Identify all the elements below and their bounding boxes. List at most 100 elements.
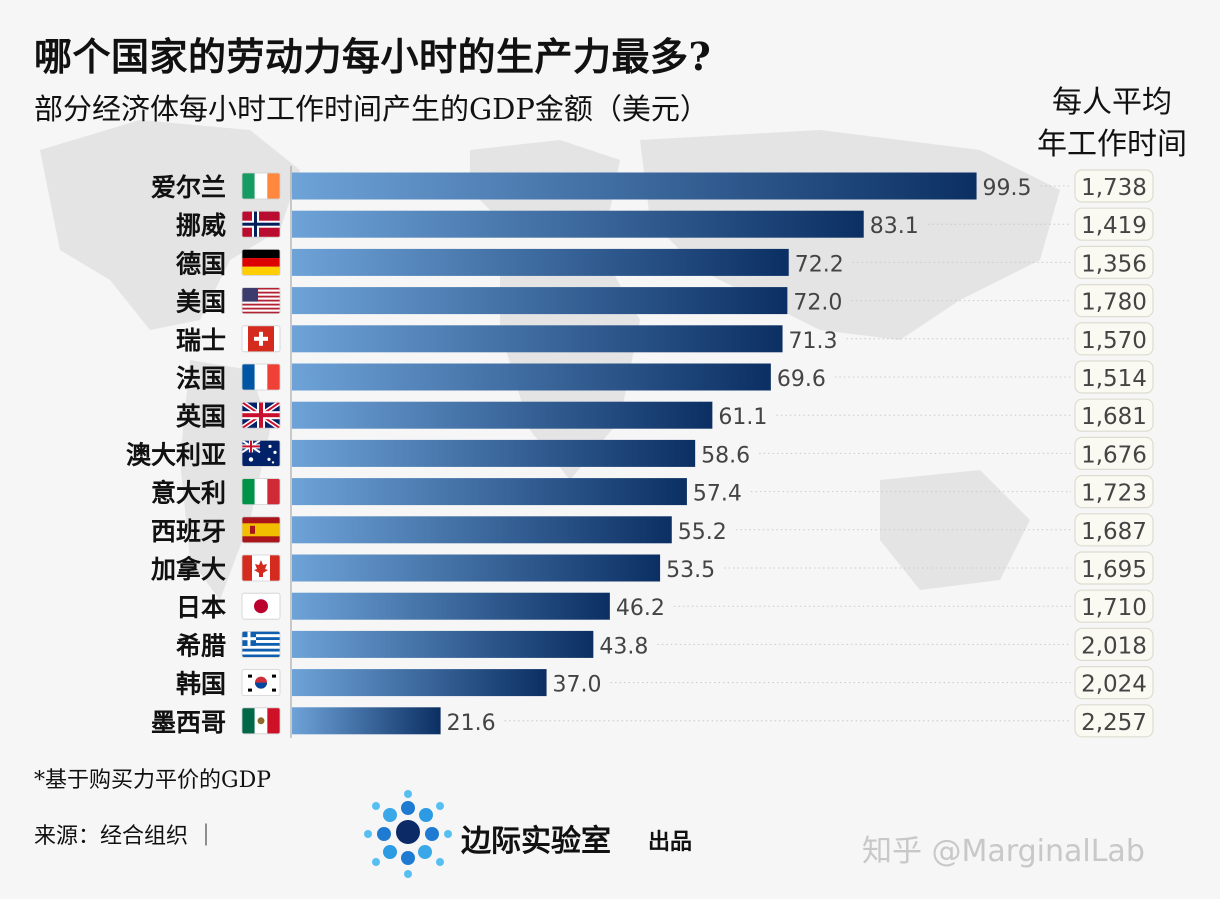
chart-row: 挪威 83.1 1,419 [176,207,1154,241]
hours-label: 1,780 [1081,290,1147,316]
bar [292,592,610,620]
watermark: 知乎 @MarginalLab [862,834,1145,869]
brand-logo-icon [364,790,452,878]
chart-row: 美国 72.0 1,780 [176,284,1154,318]
hours-label: 2,024 [1081,672,1147,698]
footnote: *基于购买力平价的GDP [34,768,272,793]
ireland-flag-icon [242,173,280,199]
bar [292,401,713,429]
brand-suffix: 出品 [648,830,693,855]
switzerland-flag-icon [242,325,280,352]
bar [292,669,547,697]
bar [292,707,441,735]
hours-badge [1074,704,1154,738]
chart-row: 德国 72.2 1,356 [176,245,1154,279]
value-label: 21.6 [447,711,496,736]
uk-flag-icon [242,402,280,429]
hours-label: 1,676 [1081,442,1147,468]
hours-badge [1074,551,1154,585]
hours-badge [1074,627,1154,662]
category-label: 日本 [176,593,226,622]
bar [292,554,661,582]
value-label: 69.6 [777,367,826,392]
category-label: 德国 [176,249,226,278]
hours-badge [1074,513,1154,547]
bar [292,172,977,200]
hours-badge [1074,284,1154,318]
hours-badge [1074,207,1154,241]
chart-row: 希腊 43.8 2,018 [176,627,1154,662]
value-label: 72.2 [795,252,844,277]
bar [292,325,783,353]
bar [292,287,788,315]
france-flag-icon [242,364,280,390]
value-label: 43.8 [599,634,648,659]
hours-label: 1,681 [1081,404,1147,430]
hours-label: 1,687 [1081,519,1147,545]
chart-row: 法国 69.6 1,514 [176,360,1154,394]
japan-flag-icon [242,593,280,620]
norway-flag-icon [242,211,280,238]
value-label: 71.3 [789,329,838,354]
category-label: 加拿大 [150,555,226,584]
hours-label: 1,710 [1081,595,1147,621]
category-label: 美国 [176,288,226,317]
chart-row: 瑞士 71.3 1,570 [176,322,1154,356]
chart-title: 哪个国家的劳动力每小时的生产力最多? [34,34,712,79]
category-label: 西班牙 [151,517,226,546]
spain-flag-icon [242,516,280,543]
mexico-flag-icon [242,707,280,734]
hours-label: 1,695 [1081,557,1147,583]
value-label: 37.0 [553,673,602,698]
hours-label: 1,570 [1081,328,1147,354]
hours-label: 2,018 [1081,633,1147,659]
hours-label: 1,356 [1081,251,1147,277]
category-label: 澳大利亚 [126,440,226,469]
source-label: 来源：经合组织 ｜ [34,824,217,849]
hours-badge [1074,245,1154,279]
value-label: 57.4 [693,482,742,507]
category-label: 挪威 [176,211,226,240]
category-label: 法国 [176,364,226,393]
bar [292,439,696,467]
australia-flag-icon [242,440,280,467]
hours-badge [1074,665,1154,700]
hours-badge [1074,322,1154,356]
chart-row: 韩国 37.0 2,024 [176,665,1154,700]
canada-flag-icon [242,555,280,581]
hours-badge [1074,169,1154,203]
value-label: 83.1 [870,214,919,239]
bar [292,478,687,506]
chart-row: 墨西哥 21.6 2,257 [151,704,1154,738]
hours-label: 1,723 [1081,481,1147,507]
value-label: 61.1 [718,405,767,430]
hours-badge [1074,360,1154,394]
category-label: 韩国 [176,670,226,699]
value-label: 58.6 [701,443,750,468]
hours-header-line2: 年工作时间 [1037,127,1187,162]
value-label: 55.2 [678,520,727,545]
category-label: 希腊 [176,631,226,660]
chart-subtitle: 部分经济体每小时工作时间产生的GDP金额（美元） [34,92,709,126]
hours-badge [1074,398,1154,432]
hours-badge [1074,436,1154,470]
category-label: 墨西哥 [151,708,226,737]
category-label: 意大利 [151,479,226,508]
greece-flag-icon [242,631,280,658]
category-label: 瑞士 [176,326,226,355]
hours-label: 1,419 [1081,213,1147,239]
hours-badge [1074,589,1154,623]
chart-row: 西班牙 55.2 1,687 [151,513,1154,547]
value-label: 46.2 [616,596,665,621]
category-label: 英国 [176,402,226,431]
value-label: 99.5 [983,176,1032,201]
hours-badge [1074,475,1154,509]
bar [292,363,771,391]
chart-row: 爱尔兰 99.5 1,738 [151,169,1154,203]
germany-flag-icon [242,249,280,276]
usa-flag-icon [242,287,280,314]
hours-label: 1,514 [1081,366,1147,392]
chart-row: 意大利 57.4 1,723 [151,475,1154,509]
category-label: 爱尔兰 [151,173,226,202]
bar [292,248,789,276]
